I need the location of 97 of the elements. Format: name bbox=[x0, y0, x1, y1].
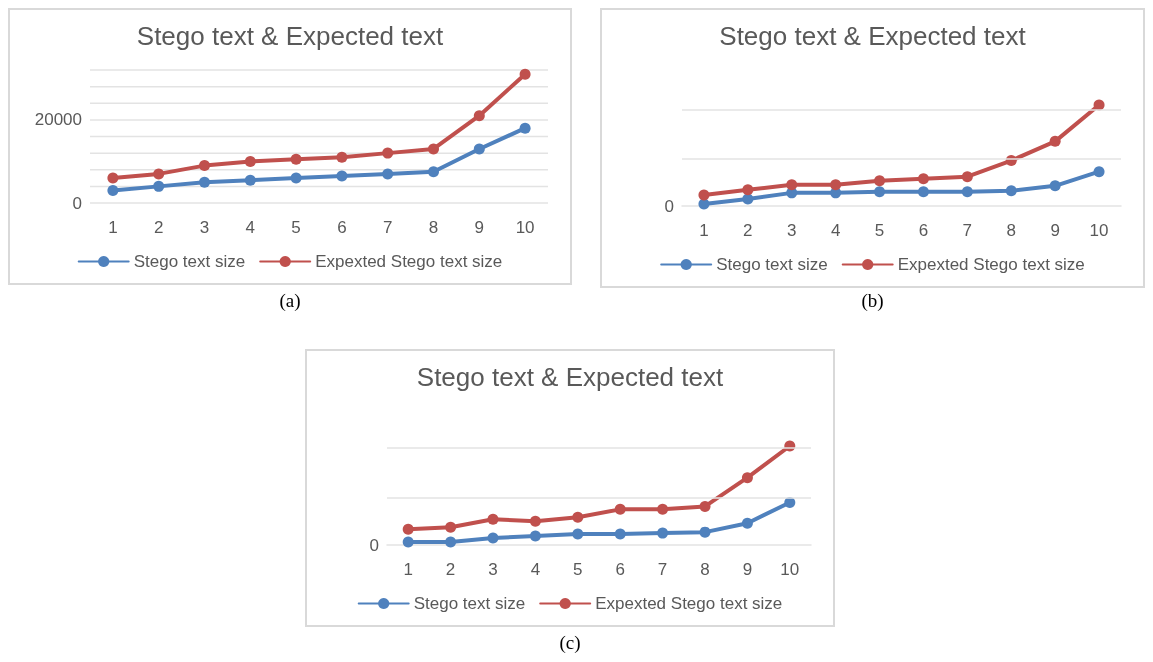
point bbox=[382, 168, 394, 180]
point bbox=[473, 110, 485, 122]
x-tick-label: 4 bbox=[830, 221, 841, 240]
point bbox=[741, 472, 753, 484]
point bbox=[786, 179, 798, 191]
point bbox=[428, 143, 439, 155]
point bbox=[657, 503, 669, 515]
point bbox=[699, 500, 711, 512]
text: (c) bbox=[558, 632, 582, 654]
x-tick-label: 5 bbox=[874, 221, 885, 240]
x-tick-label: 1 bbox=[403, 560, 413, 579]
point bbox=[874, 175, 886, 187]
point bbox=[487, 532, 499, 544]
x-tick-label: 10 bbox=[1089, 221, 1109, 240]
x-tick-label: 10 bbox=[515, 218, 535, 237]
x-tick-label: 4 bbox=[530, 560, 541, 579]
point bbox=[290, 172, 302, 184]
point bbox=[742, 184, 754, 196]
x-tick-label: 6 bbox=[337, 218, 347, 237]
x-tick-label: 2 bbox=[153, 218, 164, 237]
x-tick-label: 7 bbox=[382, 218, 393, 237]
y-tick-label: 20000 bbox=[34, 110, 82, 130]
point bbox=[741, 517, 753, 529]
legend-label: Expexted Stego text size bbox=[897, 255, 1085, 274]
x-tick-label: 8 bbox=[1006, 221, 1016, 240]
point bbox=[657, 527, 669, 539]
point bbox=[1049, 180, 1061, 192]
x-tick-label: 9 bbox=[474, 218, 485, 237]
point bbox=[1049, 135, 1061, 147]
point bbox=[529, 515, 541, 527]
chart-title: Stego text & Expected text bbox=[136, 21, 444, 51]
point bbox=[830, 179, 842, 191]
x-tick-label: 9 bbox=[1050, 221, 1060, 240]
chart-title: Stego text & Expected text bbox=[719, 21, 1027, 51]
legend-label: Stego text size bbox=[716, 255, 828, 274]
x-tick-label: 2 bbox=[445, 560, 456, 579]
point bbox=[244, 174, 256, 186]
point bbox=[107, 185, 119, 197]
x-tick-label: 3 bbox=[199, 218, 210, 237]
x-tick-label: 6 bbox=[615, 560, 625, 579]
x-tick-label: 6 bbox=[918, 221, 929, 240]
point bbox=[699, 526, 711, 538]
point bbox=[614, 503, 626, 515]
point bbox=[107, 172, 119, 184]
point bbox=[153, 168, 165, 180]
point bbox=[402, 536, 414, 548]
chart-title: Stego text & Expected text bbox=[416, 362, 724, 392]
text: 0 bbox=[664, 196, 674, 216]
point bbox=[153, 180, 165, 192]
x-tick-label: 8 bbox=[428, 218, 439, 237]
point bbox=[614, 528, 626, 540]
point bbox=[336, 170, 348, 182]
point bbox=[199, 160, 210, 172]
point bbox=[290, 153, 302, 165]
x-tick-label: 7 bbox=[657, 560, 668, 579]
point bbox=[1005, 185, 1017, 197]
x-tick-label: 5 bbox=[291, 218, 301, 237]
x-tick-label: 1 bbox=[108, 218, 118, 237]
x-tick-label: 8 bbox=[700, 560, 710, 579]
legend-label: Expexted Stego text size bbox=[595, 594, 783, 613]
x-tick-label: 9 bbox=[742, 560, 753, 579]
point bbox=[961, 171, 973, 183]
point bbox=[382, 147, 394, 159]
x-tick-label: 1 bbox=[699, 221, 709, 240]
x-tick-label: 3 bbox=[787, 221, 797, 240]
point bbox=[698, 189, 710, 201]
x-tick-label: 7 bbox=[962, 221, 973, 240]
point bbox=[874, 186, 886, 198]
point bbox=[961, 186, 973, 198]
x-tick-label: 5 bbox=[573, 560, 583, 579]
point bbox=[487, 513, 499, 525]
point bbox=[244, 155, 256, 167]
legend-label: Stego text size bbox=[133, 252, 246, 271]
point bbox=[336, 151, 348, 163]
x-tick-label: 4 bbox=[245, 218, 256, 237]
text: 0 bbox=[369, 535, 379, 555]
x-tick-label: 3 bbox=[488, 560, 498, 579]
point bbox=[428, 166, 439, 178]
text: (a) bbox=[278, 290, 302, 312]
point bbox=[917, 173, 929, 185]
point bbox=[519, 122, 531, 134]
point bbox=[917, 186, 929, 198]
point bbox=[473, 143, 485, 155]
point bbox=[445, 521, 457, 533]
x-tick-label: 2 bbox=[743, 221, 753, 240]
point bbox=[529, 530, 541, 542]
legend-label: Expexted Stego text size bbox=[315, 252, 503, 271]
x-tick-label: 10 bbox=[780, 560, 800, 579]
point bbox=[572, 511, 584, 523]
text: (b) bbox=[860, 290, 885, 312]
point bbox=[1093, 166, 1105, 178]
point bbox=[402, 523, 414, 535]
point bbox=[445, 536, 457, 548]
legend-label: Stego text size bbox=[413, 594, 526, 613]
point bbox=[199, 176, 210, 188]
point bbox=[519, 68, 531, 80]
point bbox=[572, 528, 584, 540]
